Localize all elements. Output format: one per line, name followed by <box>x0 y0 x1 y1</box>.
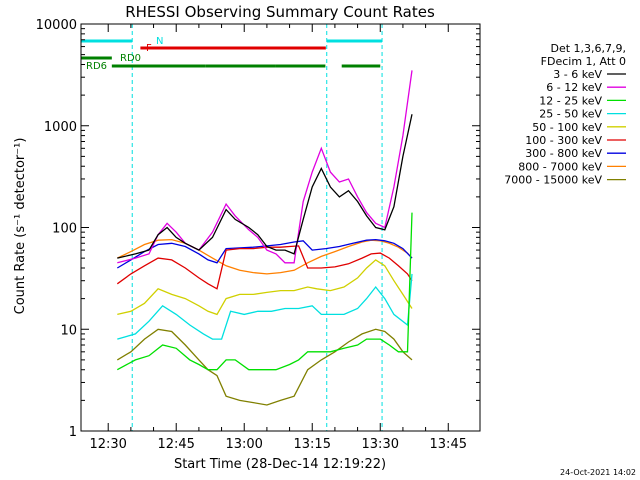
flag-label: F <box>146 43 152 54</box>
series-line <box>117 114 413 259</box>
series-line <box>117 273 413 340</box>
legend-entry-label: 7000 - 15000 keV <box>504 174 602 187</box>
y-tick-label: 1 <box>69 425 77 440</box>
legend-entry-label: 6 - 12 keV <box>546 81 602 94</box>
x-tick-label: 12:45 <box>157 437 194 452</box>
x-tick-label: 13:00 <box>225 437 262 452</box>
y-tick-label: 100 <box>52 222 77 237</box>
series-line <box>117 70 413 264</box>
axes: 12:30 12:45 13:00 13:15 13:30 13:45 1 10 100 1000… <box>36 18 481 452</box>
legend-entry-label: 25 - 50 keV <box>539 108 602 121</box>
y-tick-label: 1000 <box>44 120 77 135</box>
x-tick-label: 13:15 <box>294 437 331 452</box>
series-line <box>116 212 413 371</box>
x-axis-label: Start Time (28-Dec-14 12:19:22) <box>174 457 386 472</box>
plot-frame <box>80 23 481 432</box>
legend-entry-label: 800 - 7000 keV <box>518 160 602 173</box>
y-axis-label: Count Rate (s⁻¹ detector⁻¹) <box>13 138 28 315</box>
legend-header: FDecim 1, Att 0 <box>541 55 626 68</box>
legend-entry-label: 3 - 6 keV <box>553 68 602 81</box>
legend-entry-label: 300 - 800 keV <box>525 147 602 160</box>
legend-entry-label: 100 - 300 keV <box>525 134 602 147</box>
x-tick-label: 12:30 <box>89 437 126 452</box>
legend-entry-label: 50 - 100 keV <box>532 121 602 134</box>
x-tick-label: 13:45 <box>430 437 467 452</box>
y-tick-label: 10000 <box>36 18 77 33</box>
flag-label: N <box>156 36 163 47</box>
timestamp: 24-Oct-2021 14:02 <box>560 468 636 477</box>
series-line <box>116 245 413 290</box>
flag-label: RD6 <box>86 61 107 72</box>
chart-title: RHESSI Observing Summary Count Rates <box>125 3 435 21</box>
x-tick-label: 13:30 <box>362 437 399 452</box>
series-line <box>117 259 413 316</box>
plot-area <box>80 24 383 431</box>
series-line <box>116 238 413 269</box>
series-layer <box>116 70 413 406</box>
y-tick-label: 10 <box>60 323 77 338</box>
legend: Det 1,3,6,7,9,FDecim 1, Att 03 - 6 keV6 … <box>504 42 626 187</box>
flag-label: RD0 <box>120 53 141 64</box>
series-line <box>116 328 413 406</box>
legend-header: Det 1,3,6,7,9, <box>550 42 626 55</box>
legend-entry-label: 12 - 25 keV <box>539 94 602 107</box>
flag-bars: NF RD0 RD6 <box>81 36 383 72</box>
